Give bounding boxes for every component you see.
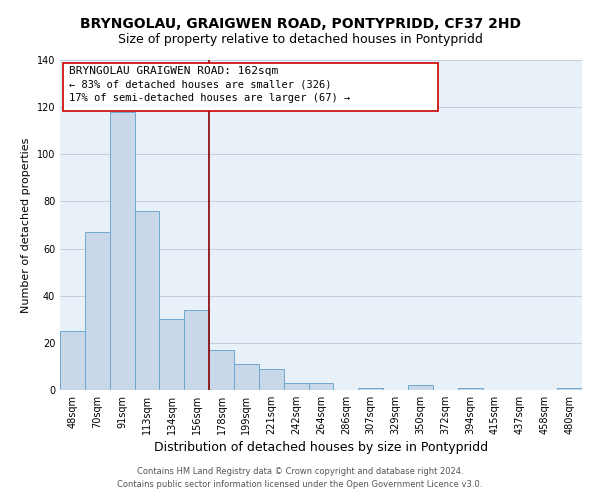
- Text: Contains HM Land Registry data © Crown copyright and database right 2024.: Contains HM Land Registry data © Crown c…: [137, 467, 463, 476]
- Bar: [85, 232, 110, 390]
- Bar: [358, 388, 383, 390]
- Bar: [234, 364, 259, 390]
- Text: BRYNGOLAU GRAIGWEN ROAD: 162sqm: BRYNGOLAU GRAIGWEN ROAD: 162sqm: [70, 66, 278, 76]
- Bar: [134, 211, 160, 390]
- Bar: [184, 310, 209, 390]
- Bar: [60, 331, 85, 390]
- Text: Contains public sector information licensed under the Open Government Licence v3: Contains public sector information licen…: [118, 480, 482, 489]
- X-axis label: Distribution of detached houses by size in Pontypridd: Distribution of detached houses by size …: [154, 441, 488, 454]
- FancyBboxPatch shape: [62, 64, 439, 111]
- Text: Size of property relative to detached houses in Pontypridd: Size of property relative to detached ho…: [118, 32, 482, 46]
- Text: ← 83% of detached houses are smaller (326): ← 83% of detached houses are smaller (32…: [70, 79, 332, 89]
- Bar: [458, 388, 482, 390]
- Bar: [110, 112, 134, 390]
- Bar: [557, 388, 582, 390]
- Bar: [209, 350, 234, 390]
- Bar: [160, 320, 184, 390]
- Text: BRYNGOLAU, GRAIGWEN ROAD, PONTYPRIDD, CF37 2HD: BRYNGOLAU, GRAIGWEN ROAD, PONTYPRIDD, CF…: [79, 18, 521, 32]
- Text: 17% of semi-detached houses are larger (67) →: 17% of semi-detached houses are larger (…: [70, 93, 350, 103]
- Bar: [308, 383, 334, 390]
- Bar: [259, 369, 284, 390]
- Bar: [284, 383, 308, 390]
- Bar: [408, 386, 433, 390]
- Y-axis label: Number of detached properties: Number of detached properties: [21, 138, 31, 312]
